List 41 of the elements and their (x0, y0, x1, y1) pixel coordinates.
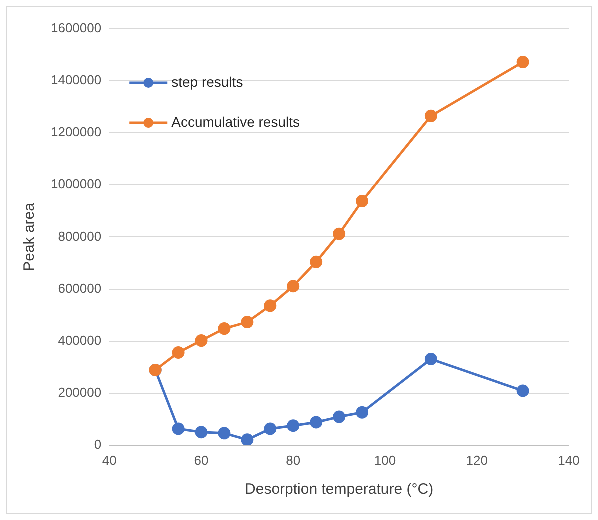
x-tick-label: 120 (466, 452, 488, 468)
point (241, 434, 254, 446)
y-tick-label: 800000 (58, 228, 102, 244)
point (516, 384, 530, 398)
point (264, 422, 277, 436)
point (264, 300, 277, 312)
point (356, 195, 369, 208)
y-tick-label: 1400000 (50, 72, 102, 88)
y-tick-label: 400000 (58, 332, 102, 348)
y-tick-label: 200000 (58, 384, 102, 400)
point (356, 406, 369, 419)
point (172, 422, 185, 436)
point (287, 280, 300, 293)
point (172, 346, 185, 359)
point (310, 256, 323, 268)
x-tick-label: 80 (286, 452, 301, 468)
x-tick-label: 40 (102, 452, 117, 468)
y-tick-label: 0 (94, 436, 102, 452)
x-tick-label: 140 (558, 452, 580, 468)
x-tick-label: 100 (374, 452, 396, 468)
y-axis-title: Peak area (21, 202, 38, 272)
x-axis-title: Desorption temperature (°C) (245, 481, 434, 498)
point (218, 322, 231, 336)
point (424, 353, 438, 366)
legend-label: Accumulative results (172, 114, 300, 130)
point (287, 420, 300, 432)
legend-label: step results (172, 74, 244, 90)
point (218, 427, 231, 440)
point (424, 110, 438, 122)
y-tick-label: 1000000 (50, 176, 102, 192)
x-tick-label: 60 (194, 452, 209, 468)
y-tick-label: 1200000 (50, 124, 102, 140)
point (333, 410, 346, 424)
point (241, 316, 254, 329)
point (310, 416, 323, 429)
point (195, 426, 208, 439)
point (333, 228, 346, 240)
y-tick-label: 1600000 (50, 20, 102, 36)
point (516, 56, 530, 69)
point (195, 334, 208, 348)
y-tick-label: 600000 (58, 280, 102, 296)
